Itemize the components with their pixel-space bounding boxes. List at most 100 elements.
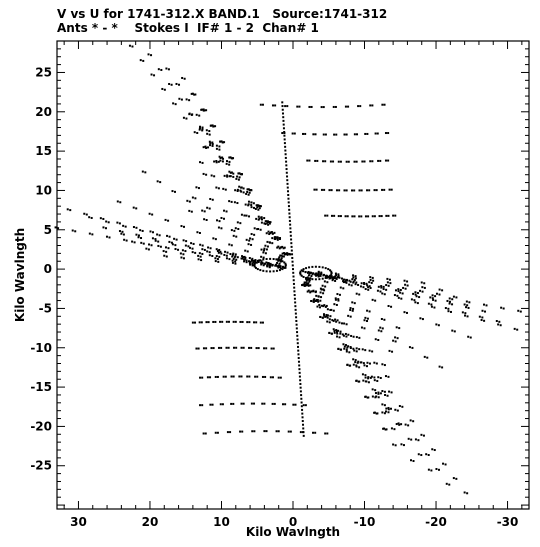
uv-point: [396, 337, 399, 340]
uv-point: [232, 257, 235, 260]
uv-point: [367, 286, 370, 289]
uv-point: [196, 231, 199, 234]
uv-point: [217, 251, 220, 254]
uv-point: [163, 88, 166, 91]
uv-point: [220, 346, 223, 349]
uv-point: [306, 290, 309, 293]
uv-point: [414, 438, 417, 441]
uv-point: [276, 246, 279, 249]
uv-point: [421, 290, 424, 293]
uv-point: [122, 224, 125, 227]
uv-point: [201, 128, 204, 131]
uv-point: [240, 402, 243, 405]
uv-point: [287, 430, 290, 433]
uv-point: [340, 322, 343, 325]
uv-point: [289, 430, 292, 433]
uv-point: [381, 292, 384, 295]
uv-point: [363, 160, 366, 163]
uv-point: [253, 402, 256, 405]
uv-point: [339, 330, 342, 333]
uv-point: [432, 298, 435, 301]
uv-point: [345, 335, 348, 338]
uv-point: [392, 443, 395, 446]
uv-point: [430, 305, 433, 308]
uv-point: [140, 241, 143, 244]
uv-point: [342, 278, 345, 281]
uv-point: [266, 265, 269, 268]
uv-point: [303, 281, 306, 284]
uv-point: [276, 265, 279, 268]
uv-point: [388, 188, 391, 191]
uv-point: [248, 262, 251, 265]
uv-point: [226, 431, 229, 434]
uv-point: [376, 132, 379, 135]
uv-point-loop: [299, 270, 302, 273]
uv-point: [187, 245, 190, 248]
uv-point: [305, 279, 308, 282]
uv-point: [284, 253, 287, 256]
uv-point: [251, 238, 254, 241]
uv-point: [319, 316, 322, 318]
uv-point: [364, 215, 367, 218]
uv-point: [191, 92, 194, 95]
y-tick-label: 0: [44, 262, 52, 276]
uv-point: [400, 443, 403, 446]
uv-point: [414, 301, 417, 304]
uv-point: [320, 106, 323, 109]
uv-point: [248, 257, 251, 260]
uv-point: [336, 293, 339, 296]
uv-point: [249, 189, 252, 192]
uv-point: [307, 289, 310, 292]
uv-point: [195, 113, 198, 116]
uv-point: [231, 261, 234, 264]
uv-point: [409, 419, 412, 422]
uv-point-central: [284, 153, 287, 156]
uv-point: [255, 347, 258, 350]
uv-point: [387, 408, 390, 411]
uv-point: [88, 232, 91, 235]
uv-point: [225, 257, 228, 260]
uv-point: [261, 375, 264, 378]
uv-point-loop: [275, 258, 278, 261]
uv-point-central: [297, 345, 300, 348]
uv-point: [427, 468, 430, 471]
uv-point: [368, 310, 371, 313]
uv-point: [410, 438, 413, 441]
uv-point: [215, 255, 218, 258]
uv-point-central: [286, 186, 289, 189]
uv-point: [368, 349, 371, 352]
uv-point-loop: [284, 264, 287, 267]
uv-point: [444, 307, 447, 310]
uv-point-central: [286, 182, 289, 185]
uv-point: [342, 280, 345, 283]
uv-point-central: [298, 368, 301, 371]
uv-point: [279, 254, 282, 257]
uv-point: [371, 160, 374, 163]
uv-point: [268, 263, 271, 266]
uv-point: [247, 188, 250, 191]
uv-point: [314, 291, 317, 294]
uv-point-loop: [262, 258, 265, 261]
uv-point: [308, 105, 311, 108]
uv-point: [373, 215, 376, 218]
uv-point: [334, 279, 337, 282]
uv-point: [190, 210, 193, 213]
uv-point: [448, 483, 451, 486]
uv-point: [343, 347, 346, 350]
uv-point: [245, 192, 248, 195]
uv-point: [339, 348, 342, 351]
uv-point-loop: [302, 275, 305, 278]
uv-point: [478, 315, 481, 318]
uv-point: [220, 227, 223, 230]
uv-point: [325, 315, 328, 318]
uv-point-loop: [253, 264, 256, 267]
uv-point-central: [296, 331, 299, 334]
uv-point: [418, 296, 421, 299]
uv-point: [304, 132, 307, 135]
uv-point: [387, 305, 390, 307]
uv-point: [279, 260, 282, 263]
uv-point: [265, 430, 268, 433]
uv-point-central: [292, 282, 295, 285]
uv-point-central: [302, 431, 305, 434]
uv-point: [207, 246, 210, 249]
